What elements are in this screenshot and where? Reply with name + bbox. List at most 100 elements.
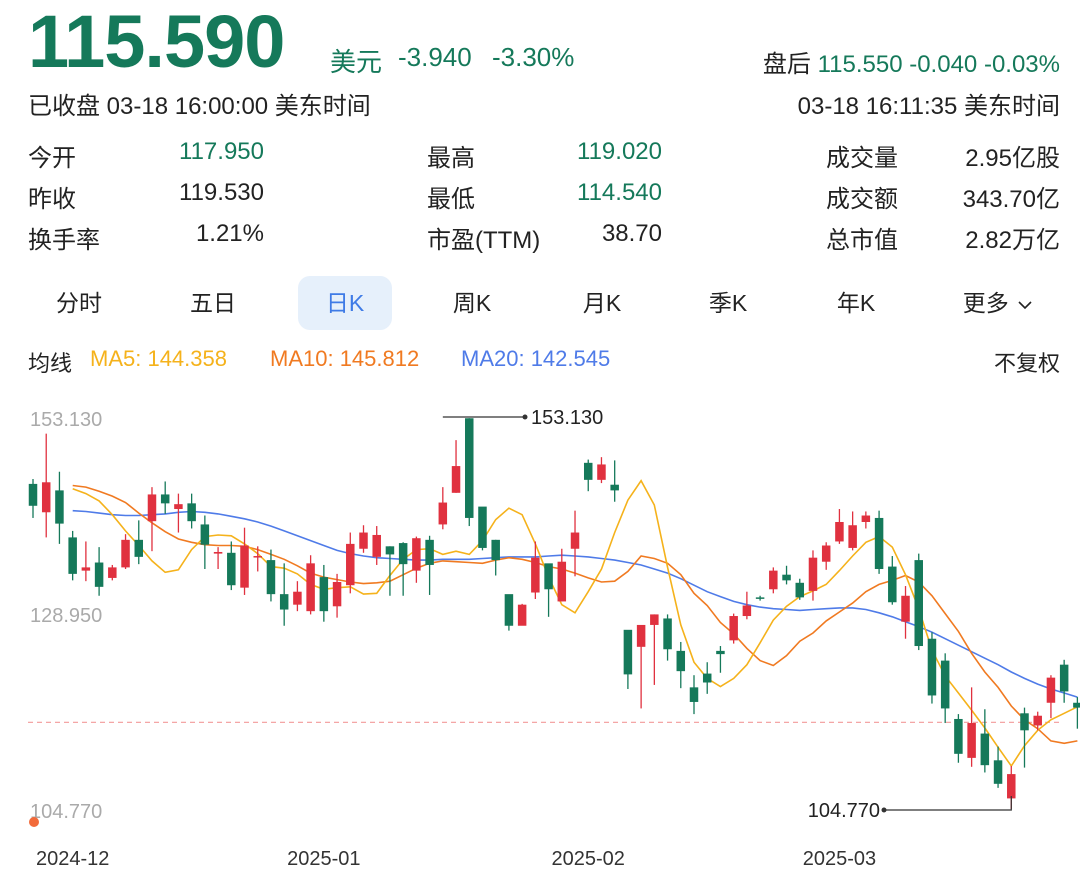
candle-body: [517, 604, 527, 626]
market-status: 已收盘 03-18 16:00:00 美东时间: [28, 93, 371, 120]
stat-value-high: 119.020: [577, 138, 662, 165]
candle-body: [610, 484, 619, 491]
tab-five-day[interactable]: 五日: [190, 290, 236, 316]
candle-body: [81, 567, 91, 571]
after-hours-time: 03-18 16:11:35 美东时间: [797, 93, 1060, 120]
candle-body: [346, 543, 355, 586]
candle-body: [954, 718, 963, 754]
candle-body: [147, 494, 157, 522]
candle-body: [1046, 677, 1056, 703]
candle-body: [782, 574, 791, 581]
candle-body: [372, 534, 381, 557]
candle-body: [398, 543, 408, 565]
price-change-percent: -3.30%: [492, 42, 575, 72]
candlestick-chart[interactable]: 153.130 128.950 104.770 2024-12 2025-01 2025-…: [0, 395, 1080, 883]
candle-body: [1007, 774, 1016, 799]
candle-body: [676, 650, 686, 672]
candle-body: [650, 614, 659, 625]
candle-body: [755, 597, 765, 599]
after-hours-label: 盘后: [762, 51, 811, 78]
tab-monthly-k[interactable]: 月K: [582, 290, 622, 316]
candle-body: [200, 524, 210, 545]
candle-body: [570, 532, 580, 549]
stat-label-low: 最低: [427, 186, 475, 213]
max-leader-dot: [522, 414, 528, 420]
candle-body: [425, 539, 434, 565]
candle-body: [451, 466, 461, 493]
x-tick-label: 2025-03: [803, 848, 876, 870]
candle-body: [121, 539, 130, 568]
candle-body: [94, 562, 104, 587]
candle-body: [874, 517, 884, 570]
candle-body: [134, 539, 144, 557]
ma20-legend: MA20: 142.545: [461, 346, 611, 371]
tab-more[interactable]: 更多: [948, 276, 1048, 330]
candle-body: [28, 483, 38, 506]
stat-value-volume: 2.95亿股: [965, 145, 1060, 172]
candle-body: [227, 552, 236, 586]
candle-body: [385, 546, 395, 555]
y-tick-label: 128.950: [30, 605, 102, 627]
candle-body: [478, 506, 487, 548]
candle-body: [332, 581, 342, 607]
stat-value-pe: 38.70: [601, 220, 662, 247]
candle-body: [279, 594, 289, 610]
candle-body: [108, 567, 117, 578]
after-hours-change: -0.040: [909, 51, 978, 78]
candle-body: [465, 418, 474, 518]
candle-body: [623, 629, 633, 675]
min-price-label: 104.770: [808, 800, 880, 822]
candle-body: [438, 502, 448, 525]
candle-body: [1033, 715, 1042, 726]
candle-body: [359, 532, 368, 549]
tab-intraday[interactable]: 分时: [56, 290, 102, 316]
candle-body: [769, 570, 778, 590]
candle-body: [583, 462, 593, 480]
tab-daily-k[interactable]: 日K: [298, 276, 392, 330]
candle-body: [504, 594, 514, 626]
candle-body: [993, 760, 1003, 784]
candle-body: [266, 560, 276, 595]
currency-label: 美元: [330, 47, 383, 77]
candle-body: [597, 464, 606, 480]
candle-body: [68, 537, 77, 574]
tab-quarterly-k[interactable]: 季K: [708, 290, 748, 316]
candle-body: [901, 595, 910, 622]
candle-body: [41, 482, 51, 513]
candle-body: [980, 733, 990, 766]
adjust-toggle[interactable]: 不复权: [993, 351, 1060, 376]
stat-value-low: 114.540: [577, 179, 662, 206]
x-tick-label: 2024-12: [36, 848, 109, 870]
y-tick-label: 153.130: [30, 409, 102, 431]
max-price-label: 153.130: [531, 407, 603, 429]
candle-body: [742, 605, 752, 617]
stat-value-prev-close: 119.530: [179, 179, 264, 206]
stat-label-prev-close: 昨收: [28, 186, 76, 213]
stat-label-turnover-rate: 换手率: [28, 227, 100, 254]
period-tabs: 分时 五日 日K 周K 月K 季K 年K 更多: [0, 276, 1080, 330]
after-hours-price: 115.550: [817, 51, 903, 78]
stat-label-amount: 成交额: [826, 186, 898, 213]
after-hours-quote: 盘后 115.550 -0.040 -0.03%: [763, 44, 1060, 79]
candle-body: [531, 557, 540, 593]
y-tick-label: 104.770: [30, 801, 102, 823]
candle-body: [557, 561, 567, 602]
tab-yearly-k[interactable]: 年K: [836, 290, 876, 316]
candle-body: [689, 687, 699, 702]
tab-weekly-k[interactable]: 周K: [452, 290, 492, 316]
candle-body: [160, 494, 170, 504]
candle-body: [1073, 702, 1080, 708]
candle-body: [835, 521, 844, 542]
stat-label-pe: 市盈(TTM): [427, 227, 541, 254]
candle-body: [821, 545, 831, 562]
candle-body: [663, 618, 672, 650]
candle-body: [187, 503, 196, 522]
after-hours-percent: -0.03%: [983, 51, 1060, 78]
candle-body: [293, 591, 302, 605]
stat-value-turnover-rate: 1.21%: [195, 220, 264, 247]
stat-value-amount: 343.70亿: [962, 186, 1060, 213]
candle-body: [702, 673, 712, 683]
candle-body: [412, 538, 421, 571]
candle-body: [914, 560, 923, 647]
chevron-down-icon: [1018, 301, 1032, 310]
